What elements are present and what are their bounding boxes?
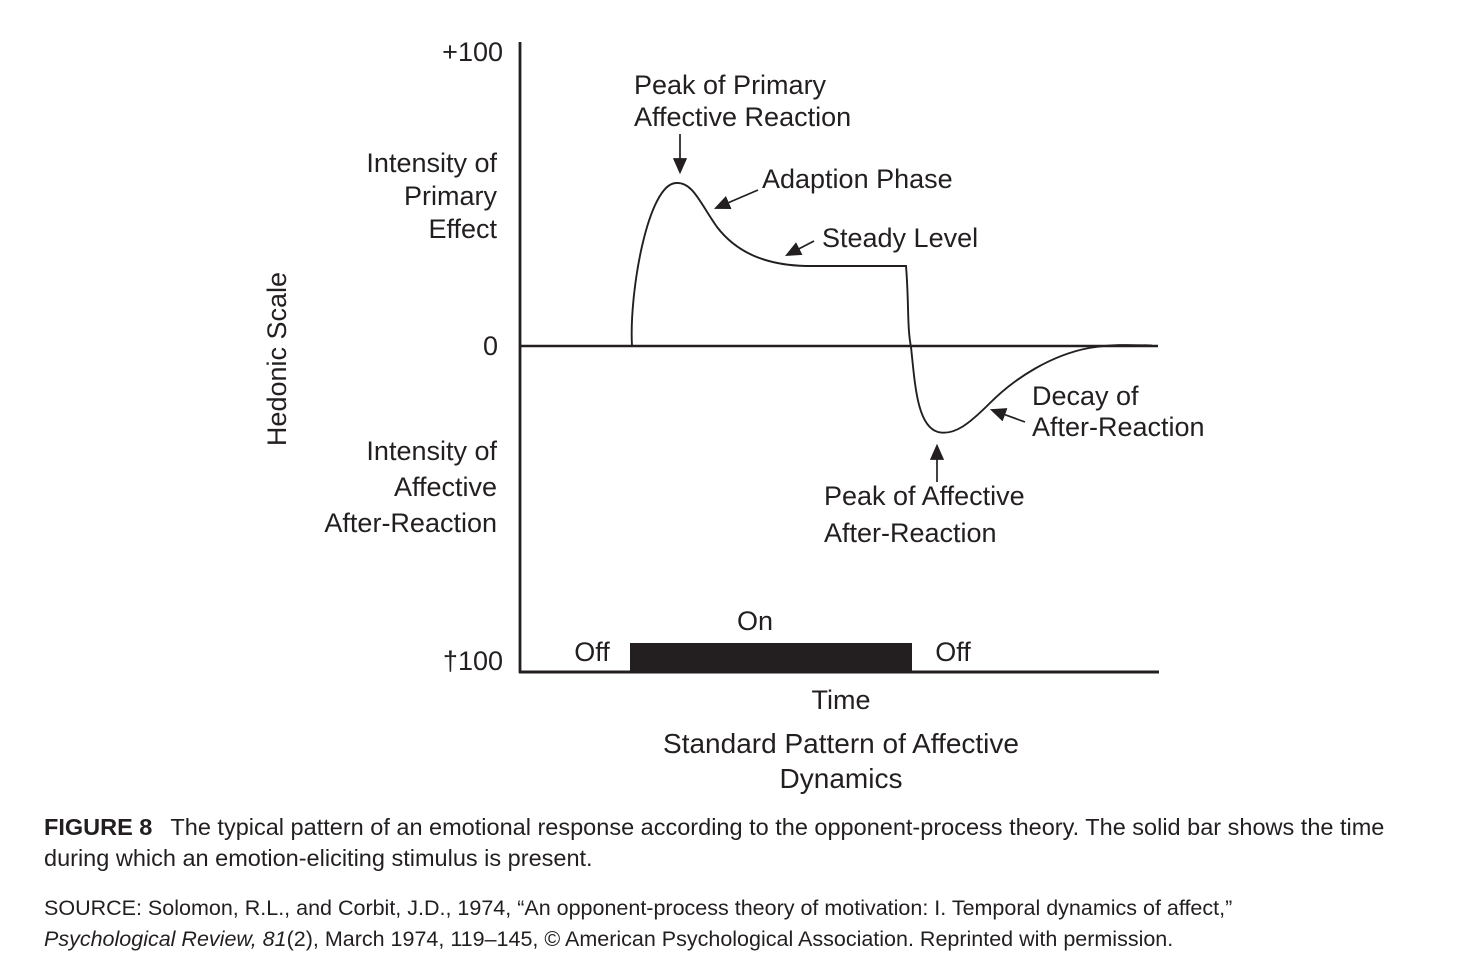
figure-caption-text: The typical pattern of an emotional resp…	[44, 814, 1385, 871]
label-intensity-primary: Intensity of Primary Effect	[366, 148, 497, 244]
chart-canvas	[518, 42, 1159, 674]
figure-caption: FIGURE 8 The typical pattern of an emotio…	[44, 812, 1439, 874]
stimulus-on: On	[736, 606, 774, 636]
response-curve	[630, 182, 1153, 434]
arrow-adaption-icon	[713, 189, 759, 210]
figure-diagram: +100 0 †100 Intensity of Primary Effect …	[262, 37, 1205, 794]
annotation-steady: Steady Level	[822, 223, 979, 253]
annotation-adaption: Adaption Phase	[762, 164, 953, 194]
annotation-decay: Decay of After-Reaction	[1032, 381, 1205, 442]
arrow-decay-icon	[989, 408, 1026, 423]
y-tick-plus-100: +100	[442, 37, 503, 67]
chart-title: Standard Pattern of Affective Dynamics	[663, 728, 1019, 794]
figure-source: SOURCE: Solomon, R.L., and Corbit, J.D.,…	[44, 893, 1444, 955]
stimulus-off-left: Off	[574, 637, 610, 667]
y-axis-title: Hedonic Scale	[262, 271, 292, 447]
arrow-steady-icon	[784, 240, 815, 257]
annotation-peak-primary: Peak of Primary Affective Reaction	[634, 70, 852, 132]
figure-caption-label: FIGURE 8	[44, 814, 153, 840]
x-axis-title: Time	[811, 685, 871, 715]
y-tick-minus-100: †100	[442, 646, 503, 676]
label-intensity-after-reaction: Intensity of Affective After-Reaction	[324, 436, 497, 538]
stimulus-off-right: Off	[935, 637, 971, 667]
annotation-peak-after: Peak of Affective After-Reaction	[824, 481, 1025, 548]
source-line-2: Psychological Review, 81(2), March 1974,…	[44, 927, 1174, 951]
source-line-1: SOURCE: Solomon, R.L., and Corbit, J.D.,…	[44, 896, 1233, 920]
y-tick-zero: 0	[482, 331, 498, 361]
source-journal-italic: Psychological Review, 81	[44, 927, 287, 951]
stimulus-bar	[630, 643, 912, 671]
